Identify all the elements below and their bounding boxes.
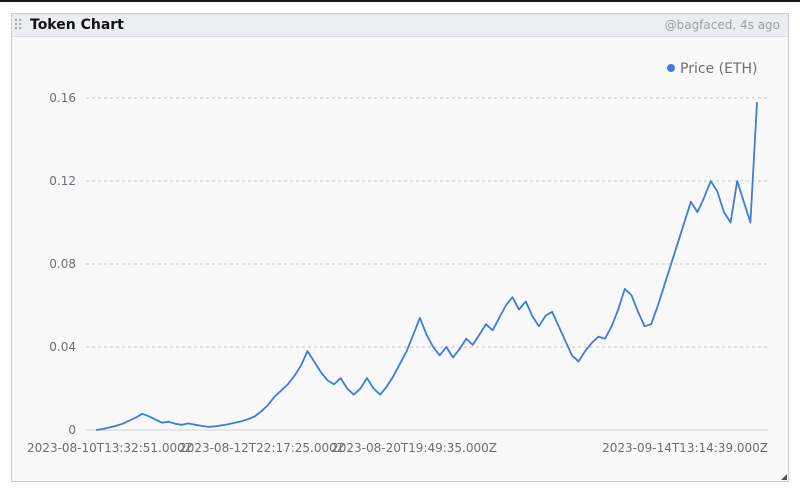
resize-handle-icon[interactable] (781, 474, 787, 480)
y-tick-label: 0 (68, 423, 76, 437)
drag-handle-icon[interactable] (15, 19, 23, 31)
y-tick-label: 0.16 (49, 91, 76, 105)
legend-marker (667, 64, 675, 72)
chart-panel: Token Chart @bagfaced, 4s ago (11, 13, 789, 482)
y-axis-tick-labels: 0 0.04 0.08 0.12 0.16 (49, 91, 76, 437)
panel-header: Token Chart @bagfaced, 4s ago (12, 14, 788, 37)
legend[interactable]: Price (ETH) (667, 61, 757, 77)
x-tick-label: 2023-08-10T13:32:51.000Z (27, 441, 193, 455)
legend-label-price: Price (ETH) (680, 61, 757, 77)
chart-grid (86, 97, 768, 431)
window-top-border (0, 0, 800, 2)
x-tick-label: 2023-09-14T13:14:39.000Z (602, 441, 768, 455)
y-tick-label: 0.12 (49, 174, 76, 188)
panel-title: Token Chart (30, 17, 124, 33)
y-tick-label: 0.04 (49, 340, 76, 354)
series-line-price (95, 102, 758, 431)
y-tick-label: 0.08 (49, 257, 76, 271)
x-axis-tick-labels: 2023-08-10T13:32:51.000Z2023-08-12T22:17… (27, 441, 768, 455)
x-tick-label: 2023-08-20T19:49:35.000Z (331, 441, 497, 455)
x-tick-label: 2023-08-12T22:17:25.000Z (179, 441, 345, 455)
panel-meta: @bagfaced, 4s ago (664, 18, 780, 32)
